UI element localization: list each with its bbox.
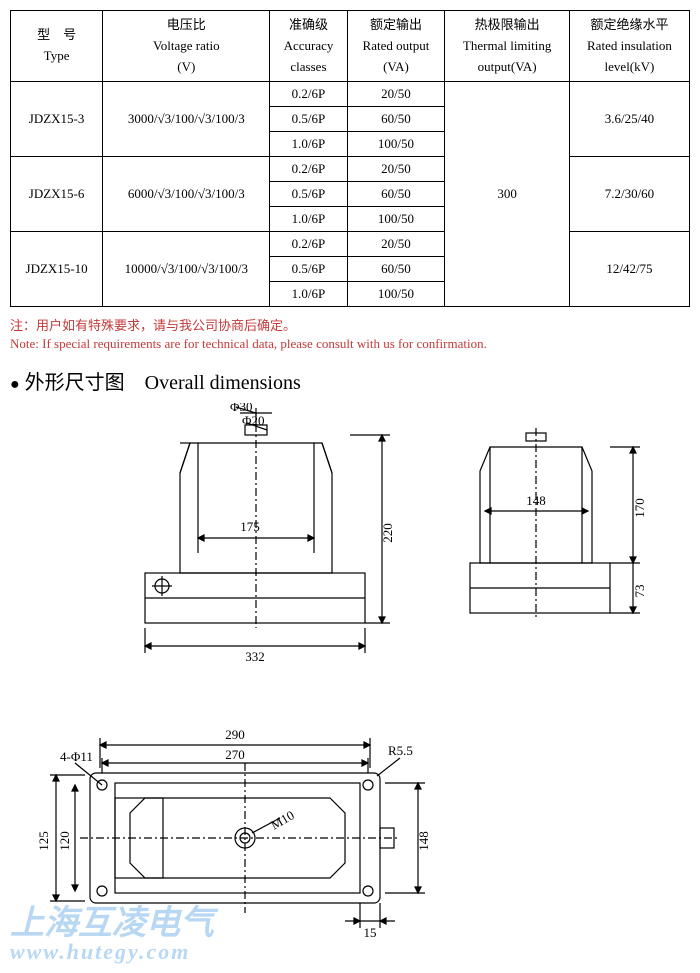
col-vratio-cn: 电压比 bbox=[167, 17, 206, 32]
cell-rated: 60/50 bbox=[347, 257, 445, 282]
col-acc-en2: classes bbox=[290, 59, 326, 74]
col-ins-en: Rated insulation bbox=[587, 38, 672, 53]
cell-rated: 100/50 bbox=[347, 132, 445, 157]
cell-type: JDZX15-6 bbox=[11, 157, 103, 232]
dim-m10: M10 bbox=[268, 808, 297, 833]
col-acc-en: Accuracy bbox=[284, 38, 334, 53]
note-en: Note: If special requirements are for te… bbox=[10, 336, 690, 352]
cell-rated: 60/50 bbox=[347, 107, 445, 132]
section-title-text: 外形尺寸图 Overall dimensions bbox=[25, 372, 301, 394]
col-thermal-en: Thermal limiting bbox=[463, 38, 551, 53]
cell-acc: 0.2/6P bbox=[270, 157, 347, 182]
dim-4phi11: 4-Φ11 bbox=[60, 749, 93, 764]
dim-phi20: Φ20 bbox=[242, 413, 265, 428]
cell-rated: 60/50 bbox=[347, 182, 445, 207]
dim-73: 73 bbox=[632, 585, 647, 598]
cell-acc: 1.0/6P bbox=[270, 282, 347, 307]
cell-vratio: 3000/√3/100/√3/100/3 bbox=[103, 82, 270, 157]
col-type-en: Type bbox=[44, 48, 70, 63]
dim-r55: R5.5 bbox=[388, 743, 413, 758]
dim-120: 120 bbox=[57, 832, 72, 852]
dim-170: 170 bbox=[632, 499, 647, 519]
cell-rated: 20/50 bbox=[347, 232, 445, 257]
drawings-area: 175 220 332 Φ30 Φ20 bbox=[10, 403, 690, 963]
cell-acc: 0.2/6P bbox=[270, 82, 347, 107]
spec-table: 型 号 Type 电压比 Voltage ratio (V) 准确级 Accur… bbox=[10, 10, 690, 307]
dim-290: 290 bbox=[225, 727, 245, 742]
cell-type: JDZX15-3 bbox=[11, 82, 103, 157]
col-rated: 额定输出 Rated output (VA) bbox=[347, 11, 445, 82]
bullet-icon: ● bbox=[10, 376, 20, 393]
col-ins-en2: level(kV) bbox=[605, 59, 655, 74]
dim-148: 148 bbox=[526, 493, 546, 508]
col-thermal: 热极限输出 Thermal limiting output(VA) bbox=[445, 11, 570, 82]
col-type: 型 号 Type bbox=[11, 11, 103, 82]
dim-175: 175 bbox=[240, 519, 260, 534]
front-view-drawing: 175 220 332 Φ30 Φ20 bbox=[90, 403, 420, 683]
cell-thermal: 300 bbox=[445, 82, 570, 307]
col-insulation: 额定绝缘水平 Rated insulation level(kV) bbox=[569, 11, 689, 82]
cell-rated: 20/50 bbox=[347, 82, 445, 107]
dim-148b: 148 bbox=[416, 832, 431, 852]
top-view-drawing: 290 270 4-Φ11 R5.5 125 120 148 M10 15 bbox=[30, 703, 450, 953]
dim-125: 125 bbox=[36, 832, 51, 852]
side-view-drawing: 148 170 73 bbox=[440, 423, 680, 683]
col-ins-cn: 额定绝缘水平 bbox=[590, 17, 668, 32]
col-vratio-en: Voltage ratio bbox=[153, 38, 220, 53]
col-acc-cn: 准确级 bbox=[289, 17, 328, 32]
table-row: JDZX15-3 3000/√3/100/√3/100/3 0.2/6P 20/… bbox=[11, 82, 690, 107]
note-cn: 注：用户如有特殊要求，请与我公司协商后确定。 bbox=[10, 315, 690, 334]
cell-acc: 1.0/6P bbox=[270, 132, 347, 157]
col-rated-en: Rated output bbox=[363, 38, 430, 53]
dim-332: 332 bbox=[245, 649, 265, 664]
dim-270: 270 bbox=[225, 747, 245, 762]
cell-vratio: 6000/√3/100/√3/100/3 bbox=[103, 157, 270, 232]
cell-ins: 12/42/75 bbox=[569, 232, 689, 307]
cell-acc: 1.0/6P bbox=[270, 207, 347, 232]
col-accuracy: 准确级 Accuracy classes bbox=[270, 11, 347, 82]
col-type-cn: 型 号 bbox=[37, 27, 76, 42]
table-row: JDZX15-6 6000/√3/100/√3/100/3 0.2/6P 20/… bbox=[11, 157, 690, 182]
section-title: ● 外形尺寸图 Overall dimensions bbox=[10, 366, 690, 395]
cell-acc: 0.5/6P bbox=[270, 107, 347, 132]
cell-acc: 0.5/6P bbox=[270, 182, 347, 207]
table-row: JDZX15-10 10000/√3/100/√3/100/3 0.2/6P 2… bbox=[11, 232, 690, 257]
col-vratio: 电压比 Voltage ratio (V) bbox=[103, 11, 270, 82]
cell-ins: 3.6/25/40 bbox=[569, 82, 689, 157]
dim-220: 220 bbox=[380, 524, 395, 544]
col-rated-cn: 额定输出 bbox=[370, 17, 422, 32]
cell-type: JDZX15-10 bbox=[11, 232, 103, 307]
col-vratio-unit: (V) bbox=[177, 59, 195, 74]
col-thermal-cn: 热极限输出 bbox=[475, 17, 540, 32]
cell-rated: 100/50 bbox=[347, 282, 445, 307]
col-thermal-en2: output(VA) bbox=[478, 59, 537, 74]
cell-acc: 0.2/6P bbox=[270, 232, 347, 257]
cell-rated: 100/50 bbox=[347, 207, 445, 232]
cell-rated: 20/50 bbox=[347, 157, 445, 182]
col-rated-unit: (VA) bbox=[383, 59, 409, 74]
cell-vratio: 10000/√3/100/√3/100/3 bbox=[103, 232, 270, 307]
cell-acc: 0.5/6P bbox=[270, 257, 347, 282]
cell-ins: 7.2/30/60 bbox=[569, 157, 689, 232]
